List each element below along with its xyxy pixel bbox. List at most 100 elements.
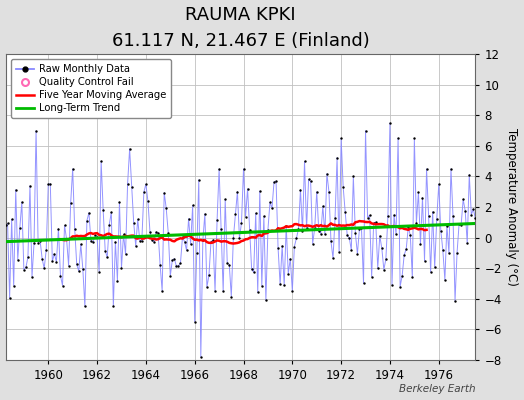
Point xyxy=(351,230,359,237)
Point xyxy=(117,265,126,271)
Point xyxy=(272,178,280,184)
Point xyxy=(270,179,278,185)
Point xyxy=(69,166,77,172)
Point xyxy=(381,256,390,262)
Point xyxy=(221,196,230,202)
Point xyxy=(34,239,42,246)
Point xyxy=(207,238,215,245)
Point xyxy=(441,277,449,283)
Point xyxy=(469,206,477,212)
Point xyxy=(225,261,234,268)
Point xyxy=(290,243,299,250)
Point xyxy=(264,227,272,233)
Point xyxy=(46,180,54,187)
Point xyxy=(0,214,6,220)
Point xyxy=(0,252,8,258)
Point xyxy=(32,128,40,134)
Point xyxy=(276,281,285,288)
Point xyxy=(7,216,16,222)
Point xyxy=(337,135,345,142)
Point xyxy=(48,258,57,264)
Point xyxy=(148,237,156,244)
Point xyxy=(307,178,315,185)
Title: RAUMA KPKI
61.117 N, 21.467 E (Finland): RAUMA KPKI 61.117 N, 21.467 E (Finland) xyxy=(112,6,369,50)
Point xyxy=(79,266,87,272)
Point xyxy=(156,262,165,268)
Point xyxy=(414,189,423,196)
Point xyxy=(278,242,286,249)
Point xyxy=(406,232,414,238)
Point xyxy=(286,255,294,262)
Point xyxy=(304,176,313,183)
Point xyxy=(260,213,268,219)
Point xyxy=(184,215,193,222)
Point xyxy=(357,225,366,232)
Point xyxy=(402,246,410,252)
Point xyxy=(132,243,140,249)
Point xyxy=(392,231,400,237)
Point xyxy=(144,198,152,204)
Point xyxy=(408,274,417,281)
Point xyxy=(18,199,26,205)
Point xyxy=(321,231,329,237)
Point xyxy=(331,215,339,222)
Point xyxy=(233,188,242,195)
Point xyxy=(372,219,380,226)
Point xyxy=(266,199,274,206)
Point xyxy=(60,222,69,228)
Point xyxy=(335,249,343,255)
Point xyxy=(87,238,95,245)
Point xyxy=(424,212,433,219)
Point xyxy=(436,228,445,234)
Point xyxy=(123,181,132,187)
Y-axis label: Temperature Anomaly (°C): Temperature Anomaly (°C) xyxy=(506,128,518,286)
Point xyxy=(274,245,282,252)
Point xyxy=(239,166,248,172)
Point xyxy=(91,232,99,239)
Point xyxy=(140,189,148,195)
Point xyxy=(26,182,34,189)
Point xyxy=(215,166,223,172)
Point xyxy=(431,264,439,271)
Point xyxy=(170,256,179,262)
Point xyxy=(261,297,270,304)
Point xyxy=(362,128,370,134)
Point xyxy=(154,229,162,236)
Point xyxy=(439,247,447,253)
Point xyxy=(58,282,67,289)
Point xyxy=(62,236,71,242)
Point xyxy=(3,220,12,226)
Point xyxy=(254,289,262,296)
Point xyxy=(333,154,341,161)
Point xyxy=(191,318,199,325)
Point xyxy=(146,228,154,235)
Point xyxy=(247,266,256,273)
Point xyxy=(54,226,63,232)
Point xyxy=(52,259,61,265)
Point xyxy=(205,272,213,279)
Point xyxy=(396,283,405,290)
Point xyxy=(178,234,187,240)
Point xyxy=(477,232,486,239)
Point xyxy=(194,177,203,183)
Point xyxy=(72,261,81,268)
Point xyxy=(449,213,457,219)
Point xyxy=(64,262,73,269)
Point xyxy=(296,187,304,193)
Point xyxy=(298,228,307,234)
Point xyxy=(219,288,227,294)
Point xyxy=(404,224,412,230)
Point xyxy=(138,237,146,244)
Point xyxy=(355,226,364,232)
Point xyxy=(103,254,112,260)
Point xyxy=(109,303,117,310)
Point xyxy=(453,249,461,256)
Point xyxy=(445,250,453,256)
Point xyxy=(284,270,292,277)
Point xyxy=(345,235,354,241)
Point xyxy=(36,238,45,244)
Point xyxy=(343,232,352,239)
Point xyxy=(119,231,128,238)
Point xyxy=(129,219,138,226)
Point xyxy=(292,235,301,242)
